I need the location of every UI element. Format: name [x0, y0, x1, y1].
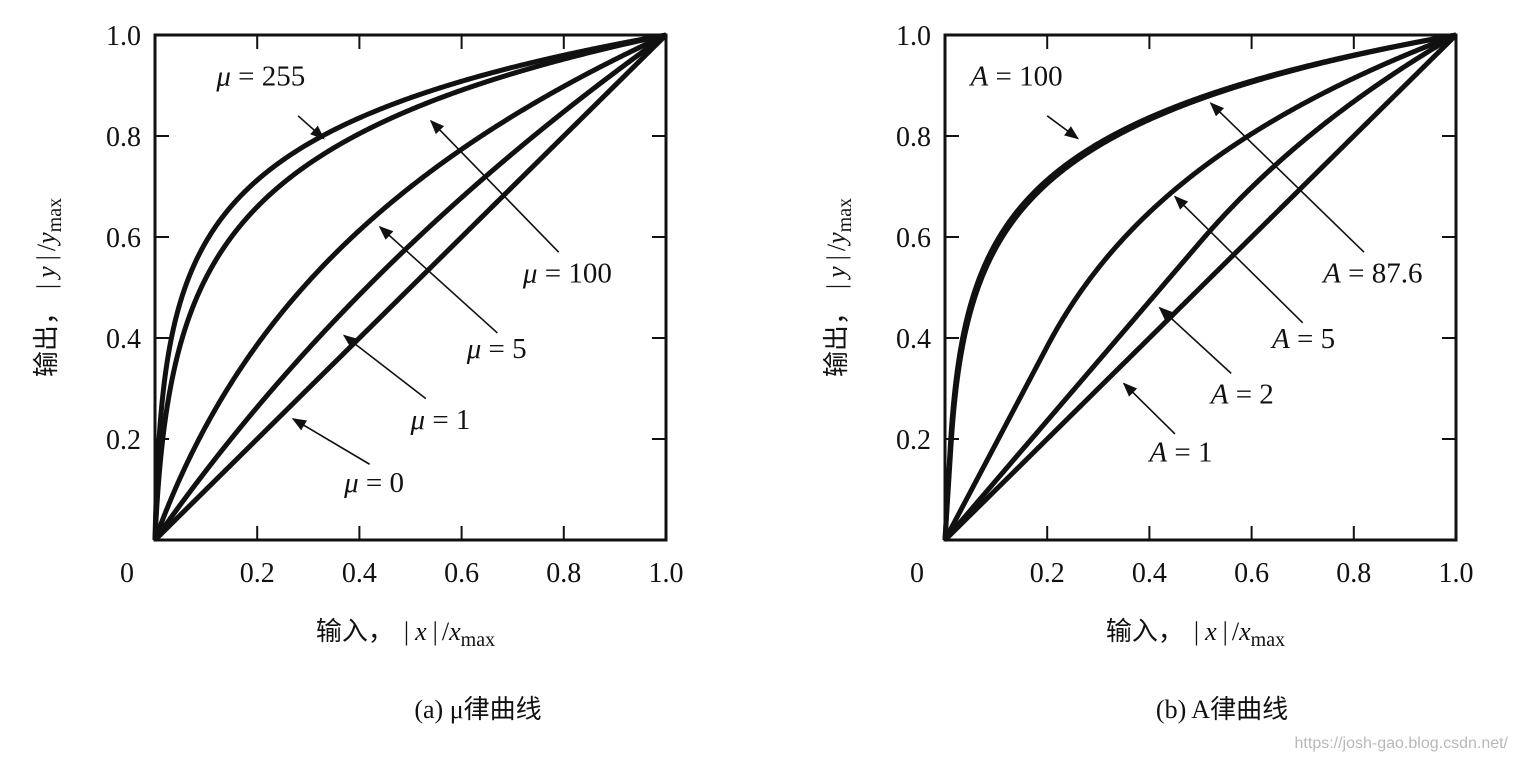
label-arrow [1046, 115, 1080, 140]
y-tick-label: 1.0 [106, 21, 141, 52]
y-tick-labels: 0.2 0.4 0.6 0.8 1.0 [896, 21, 931, 456]
y-tick-label: 0.4 [896, 324, 931, 355]
curve-A-87.6 [942, 32, 1457, 543]
x-tick-label: 0.8 [1336, 558, 1371, 589]
y-tick-label: 0.8 [896, 122, 931, 153]
axis-ticks [945, 35, 1456, 540]
x-tick-label: 0.2 [1030, 558, 1065, 589]
curve-mu-100 [152, 32, 667, 542]
curve-label: μ = 1 [410, 404, 471, 436]
curve-A-1 [942, 33, 1458, 543]
curve-mu-1 [152, 32, 668, 543]
label-arrow [297, 115, 325, 140]
plot-border [943, 33, 1458, 542]
x-axis-title: 输入， | x |/xmax [1106, 617, 1285, 651]
curve-label: μ = 0 [343, 467, 404, 499]
curve-label: A = 100 [969, 61, 1063, 93]
curve-label: A = 87.6 [1321, 257, 1422, 289]
curve-labels: A = 100 A = 87.6 A = 5 A = 2 A = 1 [969, 61, 1423, 469]
y-axis-title: 输出，|y|/ymax [32, 198, 66, 377]
y-axis-title: 输出，|y|/ymax [822, 198, 856, 377]
panel-mu-law: 0 0.2 0.4 0.6 0.8 1.0 0.2 0.4 0.6 0.8 1.0 μ = 255… [32, 21, 684, 724]
curve-label: A = 2 [1209, 379, 1274, 411]
label-arrow [378, 225, 498, 334]
y-tick-label: 0.4 [106, 324, 141, 355]
x-tick-label: 1.0 [1439, 558, 1474, 589]
watermark: https://josh-gao.blog.csdn.net/ [1295, 735, 1509, 752]
plot-border [153, 33, 668, 542]
curve-A-2 [942, 32, 1458, 543]
label-arrow [429, 119, 560, 253]
plot-frame [153, 33, 668, 542]
curve-label: A = 5 [1270, 323, 1335, 355]
x-axis-title: 输入， | x |/xmax [316, 617, 495, 651]
curve-A-5 [942, 32, 1457, 543]
curve-label: μ = 5 [466, 333, 527, 365]
y-tick-label: 0.2 [106, 425, 141, 456]
label-arrow [1122, 382, 1176, 435]
x-tick-label: 0.8 [546, 558, 581, 589]
curve-label: μ = 100 [522, 257, 612, 289]
curve-mu-5 [152, 32, 668, 543]
x-tick-label: 0 [120, 558, 134, 589]
label-arrows [291, 115, 560, 465]
label-arrows [1046, 102, 1365, 435]
label-arrow [1173, 195, 1304, 324]
curve-mu-0 [152, 33, 668, 543]
label-arrow [342, 334, 427, 400]
curve-labels: μ = 255 μ = 100 μ = 5 μ = 1μ = 0 [215, 61, 612, 500]
y-tick-label: 0.2 [896, 425, 931, 456]
y-tick-label: 1.0 [896, 21, 931, 52]
curve-label: A = 1 [1147, 437, 1212, 469]
x-tick-label: 1.0 [649, 558, 684, 589]
y-tick-label: 0.6 [896, 223, 931, 254]
label-arrow [1209, 102, 1365, 253]
label-arrow [291, 418, 371, 465]
caption: (a) μ律曲线 [414, 695, 541, 724]
x-tick-label: 0.4 [1132, 558, 1167, 589]
x-tick-labels: 0 0.2 0.4 0.6 0.8 1.0 [120, 558, 684, 589]
x-tick-label: 0 [910, 558, 924, 589]
x-tick-label: 0.6 [444, 558, 479, 589]
y-tick-label: 0.6 [106, 223, 141, 254]
label-arrow [1158, 306, 1232, 374]
panel-a-law: 0 0.2 0.4 0.6 0.8 1.0 0.2 0.4 0.6 0.8 1.0 A = 100… [822, 21, 1474, 724]
plot-frame [943, 33, 1458, 542]
x-tick-label: 0.4 [342, 558, 377, 589]
caption: (b) A律曲线 [1156, 695, 1288, 724]
curve-label: μ = 255 [215, 61, 305, 93]
curves [942, 32, 1458, 543]
x-tick-label: 0.2 [240, 558, 275, 589]
curves [152, 32, 668, 543]
y-tick-label: 0.8 [106, 122, 141, 153]
x-tick-labels: 0 0.2 0.4 0.6 0.8 1.0 [910, 558, 1474, 589]
x-tick-label: 0.6 [1234, 558, 1269, 589]
axis-ticks [155, 35, 666, 540]
y-tick-labels: 0.2 0.4 0.6 0.8 1.0 [106, 21, 141, 456]
